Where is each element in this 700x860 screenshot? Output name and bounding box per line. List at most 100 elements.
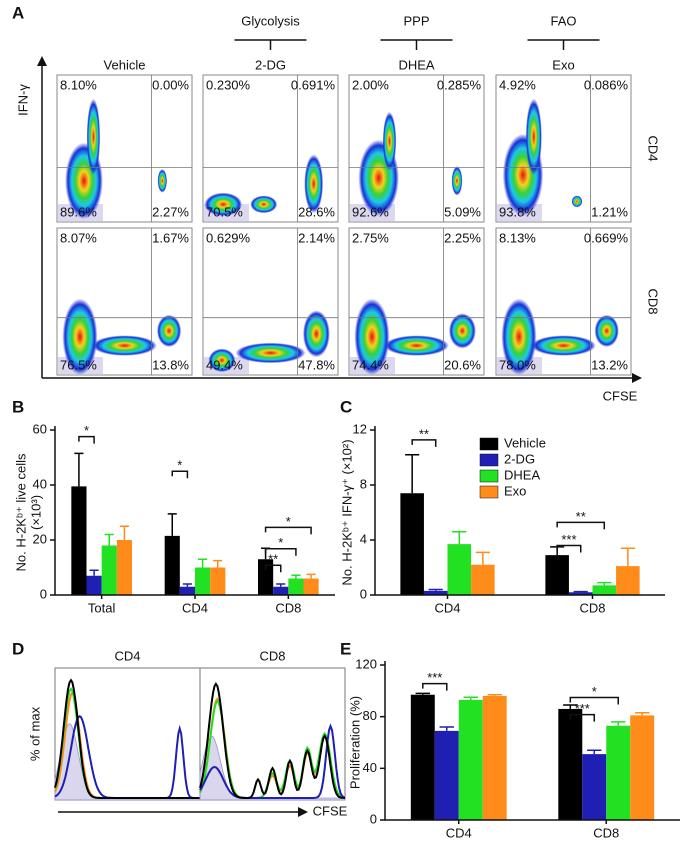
density-blob [382,111,397,171]
density-blob [594,314,619,348]
x-tick-label: CD4 [182,600,208,615]
y-tick-label: 80 [363,708,377,723]
significance-bracket [422,682,448,691]
density-blob [304,154,324,214]
quadrant-value: 1.21% [591,204,628,219]
legend-swatch [479,469,499,483]
quadrant-value: 20.6% [444,357,481,372]
panel-letter: A [12,3,24,22]
bar [288,578,304,595]
y-tick-label: 20 [33,531,47,546]
error-bar [635,712,650,716]
bar [482,696,507,820]
axis-line [374,426,665,596]
significance-bracket [171,470,189,479]
bar [86,575,102,595]
panel-letter: C [340,397,352,416]
quadrant-value: 2.27% [152,204,189,219]
x-axis-label: CFSE [603,388,638,403]
error-bar [119,525,129,540]
legend-label: Vehicle [504,435,546,450]
group-label: Glycolysis [241,13,300,28]
significance-bracket [411,439,437,447]
error-bar [475,551,490,565]
bar [592,585,617,595]
quadrant-value: 8.10% [60,77,97,92]
bar [447,544,472,595]
quadrant-value: 93.8% [499,204,536,219]
density-blob [451,166,463,196]
bar [116,540,132,595]
arrow-head [298,807,308,817]
bar [210,567,226,595]
legend-label: DHEA [504,467,540,482]
error-bar [587,749,602,755]
quadrant-value: 0.285% [437,77,482,92]
bar [434,730,459,820]
density-blob [448,313,476,349]
density-blob [384,335,449,356]
error-bar [182,583,192,587]
y-tick-label: 0 [360,586,367,601]
error-bar [213,559,223,568]
density-blob [156,314,182,348]
y-tick-label: 40 [363,760,377,775]
arrow-head [37,56,47,66]
quadrant-value: 8.13% [499,230,536,245]
axis-line [384,661,680,821]
quadrant-value: 2.00% [352,77,389,92]
quadrant-value: 2.25% [444,230,481,245]
panel-letter: B [12,397,24,416]
axis-line [54,426,335,596]
y-axis-label: IFN-γ [15,84,30,116]
y-tick-label: 120 [355,656,377,671]
error-bar [463,696,478,700]
density-blob [208,348,236,373]
y-tick-label: 0 [370,811,377,826]
significance-label: ** [576,509,586,524]
error-bar [198,558,208,568]
histogram-curve [199,723,346,799]
legend-swatch [479,453,499,467]
y-tick-label: 60 [33,421,47,436]
arrow-head [632,373,642,383]
error-bar [428,588,443,591]
significance-label: ** [268,552,278,567]
error-bar [415,692,430,695]
error-bar [405,454,420,494]
column-title: 2-DG [255,57,286,72]
quadrant-value: 0.086% [584,77,629,92]
significance-label: *** [561,532,576,547]
y-tick-label: 4 [360,531,367,546]
y-axis-label: Proliferation (%) [347,696,362,789]
density-blob [86,98,101,175]
error-bar [563,704,578,709]
error-bar [104,533,114,546]
error-bar [439,726,454,731]
quadrant-value: 47.8% [298,357,335,372]
bar [582,754,607,820]
bar [195,567,211,595]
quadrant-value: 92.6% [352,204,389,219]
quadrant-value: 0.691% [291,77,336,92]
significance-bracket [264,564,282,573]
bar [545,555,569,595]
quadrant-value: 13.8% [152,357,189,372]
bar [179,586,195,595]
y-tick-label: 8 [360,476,367,491]
significance-bracket [569,713,596,722]
significance-label: *** [575,701,590,716]
error-bar [291,574,301,579]
error-bar [74,452,84,487]
significance-bracket [556,544,582,553]
error-bar [620,547,635,567]
bar [410,694,435,820]
bar [423,590,448,595]
histogram-curve [199,682,346,799]
significance-bracket [78,435,95,444]
significance-bracket [569,696,619,705]
row-label: CD8 [646,288,661,314]
y-tick-label: 12 [353,421,367,436]
quadrant-value: 78.0% [499,357,536,372]
